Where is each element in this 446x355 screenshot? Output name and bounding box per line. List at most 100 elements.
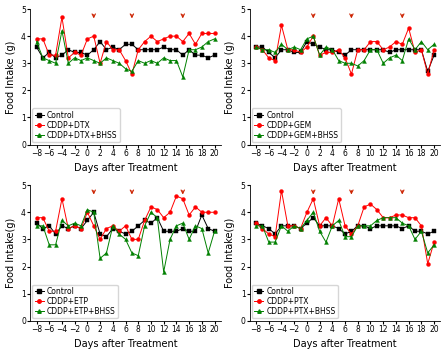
- Control: [66, 226, 71, 231]
- CDDP+ETP: [104, 226, 109, 231]
- Control: [199, 213, 205, 217]
- CDDP+GEM: [323, 50, 329, 55]
- CDDP+ETP+BHSS: [78, 224, 84, 228]
- CDDP+PTX: [266, 232, 272, 236]
- Control: [167, 229, 173, 233]
- CDDP+DTX+BHSS: [142, 61, 147, 65]
- CDDP+ETP: [155, 207, 160, 212]
- CDDP+PTX: [406, 215, 411, 220]
- CDDP+GEM: [368, 39, 373, 44]
- Control: [53, 232, 58, 236]
- CDDP+DTX: [155, 39, 160, 44]
- Control: [425, 232, 430, 236]
- CDDP+GEM: [266, 56, 272, 60]
- Line: CDDP+DTX+BHSS: CDDP+DTX+BHSS: [35, 29, 216, 79]
- Control: [174, 229, 179, 233]
- X-axis label: Days after Treatment: Days after Treatment: [74, 339, 178, 349]
- Control: [431, 53, 437, 57]
- CDDP+GEM+BHSS: [317, 53, 322, 57]
- Control: [374, 48, 380, 52]
- Line: CDDP+GEM: CDDP+GEM: [254, 23, 436, 76]
- CDDP+PTX: [330, 224, 335, 228]
- CDDP+PTX+BHSS: [400, 221, 405, 225]
- CDDP+GEM+BHSS: [285, 48, 290, 52]
- CDDP+DTX+BHSS: [161, 56, 166, 60]
- Control: [34, 45, 39, 49]
- Control: [180, 226, 186, 231]
- CDDP+GEM+BHSS: [400, 59, 405, 63]
- CDDP+PTX+BHSS: [355, 224, 360, 228]
- CDDP+PTX+BHSS: [336, 218, 341, 223]
- CDDP+PTX+BHSS: [310, 210, 316, 214]
- Control: [136, 48, 141, 52]
- Control: [91, 210, 96, 214]
- CDDP+DTX: [161, 37, 166, 41]
- Control: [343, 53, 348, 57]
- CDDP+PTX: [253, 221, 259, 225]
- CDDP+ETP: [161, 215, 166, 220]
- Y-axis label: Food Intake (g): Food Intake (g): [5, 40, 16, 114]
- CDDP+DTX: [97, 61, 103, 65]
- CDDP+ETP: [110, 224, 116, 228]
- Control: [349, 48, 354, 52]
- CDDP+PTX: [285, 224, 290, 228]
- Control: [336, 50, 341, 55]
- Line: CDDP+ETP+BHSS: CDDP+ETP+BHSS: [35, 208, 216, 274]
- Control: [406, 48, 411, 52]
- CDDP+GEM+BHSS: [260, 48, 265, 52]
- Control: [142, 218, 147, 223]
- CDDP+DTX+BHSS: [34, 39, 39, 44]
- CDDP+ETP: [174, 194, 179, 198]
- Control: [97, 39, 103, 44]
- CDDP+ETP: [129, 237, 135, 241]
- X-axis label: Days after Treatment: Days after Treatment: [293, 339, 397, 349]
- CDDP+ETP: [46, 229, 52, 233]
- CDDP+GEM: [425, 72, 430, 76]
- CDDP+ETP: [186, 213, 192, 217]
- Control: [161, 229, 166, 233]
- CDDP+ETP: [91, 224, 96, 228]
- CDDP+GEM: [310, 34, 316, 38]
- CDDP+PTX+BHSS: [425, 251, 430, 255]
- Control: [361, 48, 367, 52]
- CDDP+DTX+BHSS: [180, 75, 186, 79]
- CDDP+PTX+BHSS: [361, 224, 367, 228]
- Control: [400, 226, 405, 231]
- Control: [161, 45, 166, 49]
- CDDP+GEM+BHSS: [253, 45, 259, 49]
- Control: [260, 224, 265, 228]
- Control: [85, 53, 90, 57]
- CDDP+PTX+BHSS: [393, 215, 399, 220]
- CDDP+PTX+BHSS: [323, 240, 329, 244]
- Control: [129, 42, 135, 47]
- CDDP+DTX+BHSS: [155, 61, 160, 65]
- Control: [380, 224, 386, 228]
- Control: [431, 229, 437, 233]
- CDDP+GEM: [292, 48, 297, 52]
- CDDP+PTX: [323, 215, 329, 220]
- CDDP+GEM+BHSS: [330, 48, 335, 52]
- CDDP+DTX: [66, 56, 71, 60]
- Control: [419, 229, 424, 233]
- CDDP+ETP: [85, 210, 90, 214]
- CDDP+PTX+BHSS: [406, 224, 411, 228]
- Control: [72, 50, 77, 55]
- Legend: Control, CDDP+PTX, CDDP+PTX+BHSS: Control, CDDP+PTX, CDDP+PTX+BHSS: [252, 285, 338, 318]
- CDDP+PTX+BHSS: [273, 240, 278, 244]
- Control: [419, 48, 424, 52]
- CDDP+PTX: [279, 189, 284, 193]
- CDDP+PTX+BHSS: [419, 229, 424, 233]
- CDDP+DTX: [193, 42, 198, 47]
- Control: [304, 39, 310, 44]
- CDDP+ETP: [78, 226, 84, 231]
- Line: CDDP+PTX: CDDP+PTX: [254, 189, 436, 266]
- CDDP+ETP+BHSS: [123, 237, 128, 241]
- Control: [310, 215, 316, 220]
- CDDP+GEM: [380, 48, 386, 52]
- CDDP+GEM+BHSS: [413, 48, 418, 52]
- CDDP+PTX: [292, 224, 297, 228]
- CDDP+PTX+BHSS: [413, 237, 418, 241]
- CDDP+PTX+BHSS: [253, 224, 259, 228]
- CDDP+GEM+BHSS: [273, 50, 278, 55]
- Control: [368, 48, 373, 52]
